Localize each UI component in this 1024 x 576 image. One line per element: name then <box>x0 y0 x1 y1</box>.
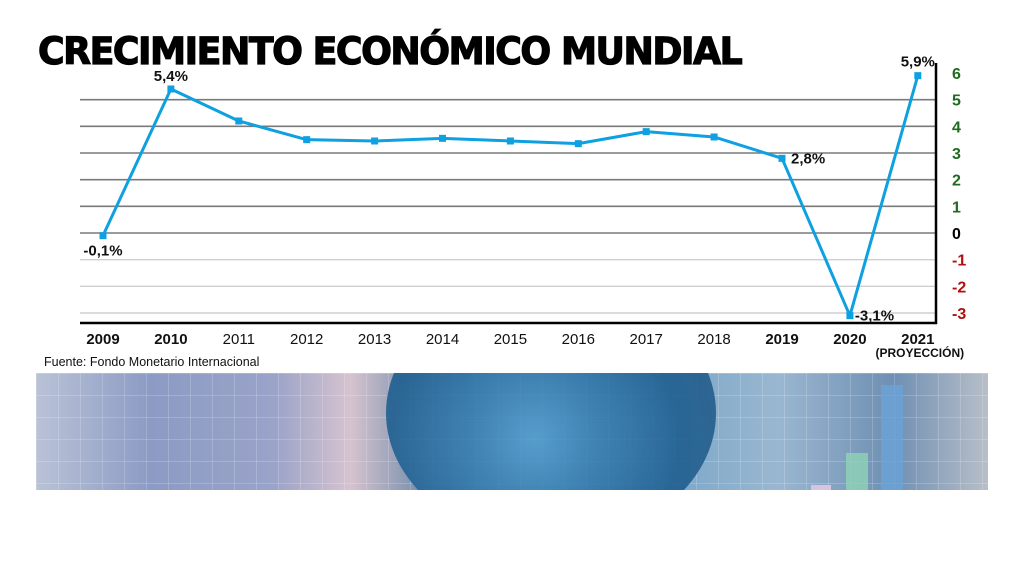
data-point <box>506 137 514 145</box>
data-point <box>914 72 922 80</box>
line-chart: 6 5 4 3 2 1 0 -1 -2 -3 2009 2010 2011 2012 2013 2014 201… <box>80 54 966 360</box>
globe-image <box>386 373 716 490</box>
x-tick-label: 2018 <box>697 331 730 348</box>
y-tick-label: 1 <box>952 199 961 216</box>
data-label: 2,8% <box>791 150 825 167</box>
y-tick-label: 4 <box>952 119 961 136</box>
data-point <box>642 128 650 136</box>
x-tick-label: 2013 <box>358 331 391 348</box>
banner-bar <box>881 385 903 490</box>
data-point <box>846 312 854 320</box>
data-point <box>371 137 379 145</box>
data-label: -0,1% <box>83 243 122 260</box>
data-point <box>167 85 175 93</box>
y-tick-label: 0 <box>952 226 961 243</box>
data-point <box>99 232 107 240</box>
y-tick-label: -1 <box>952 253 966 270</box>
data-point <box>439 134 446 142</box>
x-tick-label: 2011 <box>223 331 255 348</box>
y-tick-label: 2 <box>952 173 961 190</box>
decorative-photo-banner <box>36 373 988 490</box>
series-line <box>101 75 920 318</box>
x-tick-label: 2016 <box>562 331 595 348</box>
data-label: 5,9% <box>901 54 935 71</box>
data-point <box>710 133 718 141</box>
banner-bar <box>846 453 868 490</box>
source-note: Fuente: Fondo Monetario Internacional <box>44 355 260 369</box>
x-tick-label: 2021 <box>901 331 934 348</box>
data-point <box>778 154 786 162</box>
x-tick-label: 2014 <box>426 331 459 348</box>
y-tick-label: 3 <box>952 146 961 163</box>
data-label: 5,4% <box>154 68 188 85</box>
x-tick-label: 2012 <box>290 331 323 348</box>
y-tick-label: 6 <box>952 66 961 83</box>
x-tick-label: 2017 <box>630 331 663 348</box>
y-tick-label: -2 <box>952 279 966 296</box>
data-point <box>235 117 243 125</box>
x-tick-label: 2010 <box>154 331 187 348</box>
x-tick-label: 2019 <box>765 331 798 348</box>
data-point <box>574 140 582 148</box>
data-point <box>303 136 311 144</box>
chart-title: CRECIMIENTO ECONÓMICO MUNDIAL <box>37 29 743 73</box>
y-tick-label: 5 <box>952 93 961 110</box>
data-label: -3,1% <box>855 308 894 325</box>
x-tick-label: 2020 <box>833 331 866 348</box>
x-tick-note: (PROYECCIÓN) <box>875 345 964 360</box>
x-tick-label: 2015 <box>494 331 527 348</box>
x-tick-label: 2009 <box>86 331 119 348</box>
banner-bar <box>811 485 831 490</box>
y-tick-label: -3 <box>952 306 966 323</box>
